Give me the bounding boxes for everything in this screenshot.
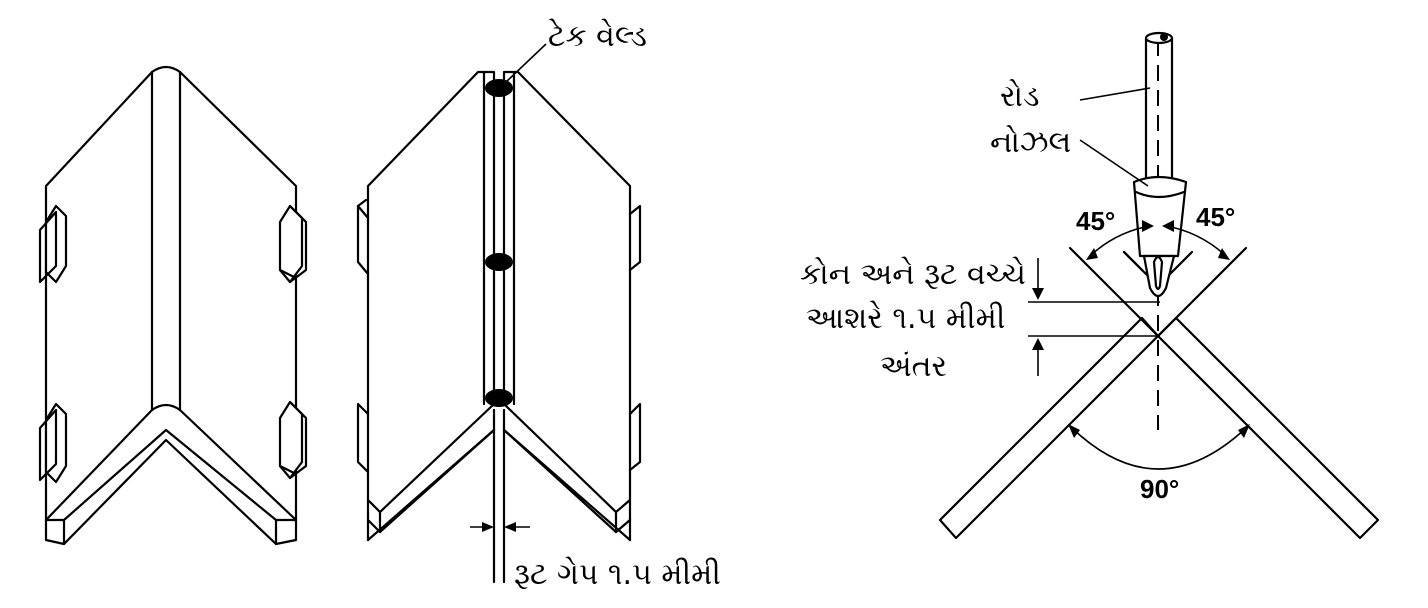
rod-leader	[1079, 87, 1151, 101]
root-gap-dimension	[470, 522, 530, 532]
tack-welded-angle	[356, 43, 642, 584]
cone-distance-label-line3: અંતર	[880, 349, 947, 384]
angle-arc-bottom	[1068, 424, 1250, 470]
cone-distance-label-line2: આશરે ૧.૫ મીમી	[806, 301, 1005, 336]
tack-weld-middle	[485, 253, 513, 271]
cone-distance-label-line1: કોન અને રૂટ વચ્ચે	[800, 257, 1026, 292]
angle-piece-with-tabs	[38, 65, 308, 546]
root-gap-label: રૂટ ગેપ ૧.૫ મીમી	[514, 557, 721, 592]
angle-arc-left	[1086, 220, 1154, 260]
nozzle-label: નોઝલ	[990, 125, 1071, 160]
left-tab-bottom	[38, 402, 68, 484]
right-tab-bottom	[278, 400, 308, 480]
torch-angle-diagram	[938, 31, 1380, 540]
tack-weld-leader	[505, 43, 547, 83]
angle-bottom-label: 90°	[1140, 474, 1179, 504]
cone-distance-dimension	[1028, 258, 1160, 376]
left-tab-top	[38, 204, 68, 284]
angle-right-label: 45°	[1196, 202, 1235, 232]
angle-arc-right	[1162, 220, 1230, 260]
angle-left-label: 45°	[1076, 206, 1115, 236]
tack-weld-top	[485, 79, 513, 97]
filler-rod	[1144, 31, 1174, 184]
tack-weld-bottom	[485, 389, 513, 407]
nozzle-leader	[1079, 139, 1149, 187]
nozzle	[1132, 175, 1188, 298]
tack-weld-label: ટેક વેલ્ડ	[548, 19, 647, 54]
right-tab-top	[278, 204, 308, 284]
rod-label: રોડ	[1000, 79, 1039, 114]
